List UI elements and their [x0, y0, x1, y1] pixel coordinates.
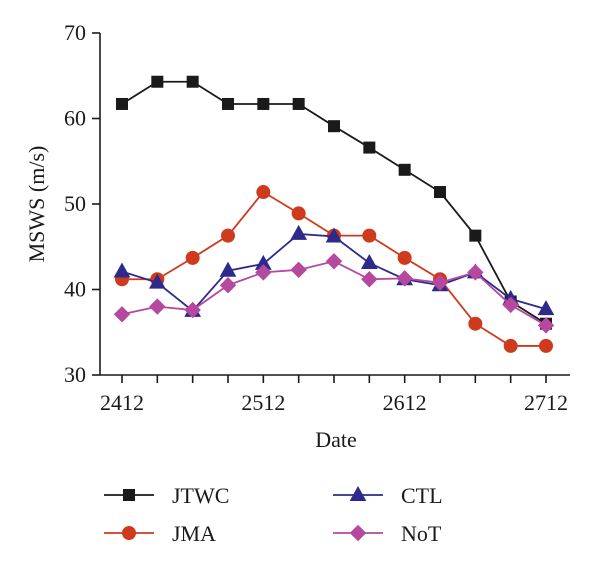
x-tick-label: 2412 — [100, 390, 144, 415]
data-point — [113, 306, 131, 323]
y-tick-label: 70 — [64, 20, 86, 45]
data-point — [361, 271, 378, 288]
series-line — [121, 80, 547, 325]
y-axis-title: MSWS (m/s) — [24, 146, 49, 263]
data-point — [363, 141, 376, 154]
data-point — [431, 274, 449, 291]
data-point — [503, 338, 518, 353]
legend-item-jtwc: JTWC — [104, 483, 229, 508]
data-point — [148, 273, 166, 289]
data-point — [185, 250, 200, 265]
x-tick-label: 2512 — [241, 390, 285, 415]
data-point — [325, 227, 343, 243]
data-point — [256, 185, 271, 200]
y-tick-label: 60 — [64, 106, 86, 131]
data-point — [219, 261, 237, 277]
data-point — [396, 270, 413, 287]
data-point — [360, 253, 378, 269]
axes: 30 40 50 60 70 2412 2512 2612 2712 — [64, 20, 570, 415]
series-ctl — [113, 224, 555, 317]
legend-label: NoT — [401, 521, 442, 546]
data-point — [328, 120, 340, 133]
legend-label: JTWC — [172, 483, 229, 508]
legend: JTWC JMA CTL NoT — [104, 483, 443, 546]
series-layer — [113, 75, 555, 353]
x-tick-label: 2612 — [383, 390, 427, 415]
data-point — [219, 277, 237, 294]
data-point — [468, 316, 483, 331]
y-tick-label: 40 — [64, 277, 86, 302]
legend-marker — [349, 524, 367, 542]
legend-marker — [349, 485, 367, 501]
data-point — [291, 206, 306, 221]
data-point — [149, 298, 166, 315]
data-point — [502, 296, 519, 314]
data-point — [184, 301, 201, 319]
data-point — [537, 317, 555, 334]
y-tick-label: 30 — [64, 362, 86, 387]
x-axis-title: Date — [315, 427, 357, 452]
legend-label: CTL — [401, 483, 443, 508]
legend-marker — [122, 526, 136, 540]
data-point — [222, 97, 234, 110]
data-point — [255, 264, 272, 281]
data-point — [434, 186, 446, 199]
data-point — [290, 261, 307, 279]
data-point — [186, 75, 199, 88]
data-point — [467, 264, 484, 281]
legend-item-ctl: CTL — [333, 483, 443, 508]
data-point — [537, 300, 555, 316]
legend-marker — [123, 489, 135, 501]
data-point — [469, 229, 482, 242]
data-point — [398, 163, 411, 176]
data-point — [539, 338, 553, 353]
y-tick-label: 50 — [64, 191, 86, 216]
data-point — [116, 97, 128, 110]
legend-item-jma: JMA — [104, 521, 216, 546]
series-not — [113, 253, 555, 334]
legend-label: JMA — [172, 521, 216, 546]
data-point — [221, 228, 235, 243]
data-point — [290, 224, 308, 240]
data-point — [397, 250, 412, 265]
data-point — [257, 97, 270, 110]
data-point — [292, 97, 305, 110]
series-jtwc — [116, 75, 552, 330]
data-point — [362, 228, 377, 243]
data-point — [113, 262, 131, 278]
data-point — [151, 75, 164, 88]
x-tick-label: 2712 — [524, 390, 568, 415]
legend-item-not: NoT — [333, 521, 442, 546]
data-point — [325, 253, 343, 270]
